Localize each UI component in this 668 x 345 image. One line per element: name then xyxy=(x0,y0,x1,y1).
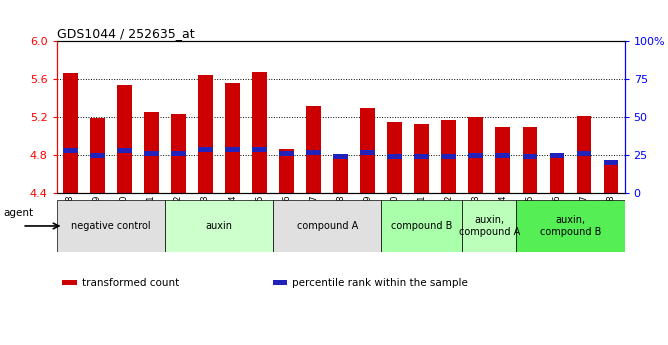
Bar xyxy=(604,162,619,193)
Bar xyxy=(522,127,537,193)
Text: compound B: compound B xyxy=(391,221,452,231)
Bar xyxy=(117,148,132,153)
Bar xyxy=(225,83,240,193)
Bar xyxy=(306,150,321,155)
Text: auxin,
compound B: auxin, compound B xyxy=(540,215,601,237)
Bar xyxy=(198,75,213,193)
Bar xyxy=(333,156,348,193)
Bar xyxy=(381,200,462,252)
Bar xyxy=(225,147,240,151)
Bar xyxy=(306,106,321,193)
Bar xyxy=(550,157,564,193)
Text: percentile rank within the sample: percentile rank within the sample xyxy=(293,278,468,288)
Bar xyxy=(63,73,77,193)
Bar xyxy=(198,147,213,151)
Bar xyxy=(442,155,456,159)
Text: compound A: compound A xyxy=(297,221,358,231)
Text: agent: agent xyxy=(3,208,33,218)
Text: auxin,
compound A: auxin, compound A xyxy=(459,215,520,237)
Bar xyxy=(576,116,591,193)
Bar xyxy=(273,200,381,252)
Bar xyxy=(414,124,430,193)
Bar xyxy=(387,155,402,159)
Bar xyxy=(171,114,186,193)
Bar xyxy=(144,112,159,193)
Bar xyxy=(360,150,375,155)
Bar xyxy=(252,147,267,151)
Bar xyxy=(63,148,77,153)
Bar xyxy=(468,117,484,193)
Bar xyxy=(90,153,105,158)
Text: transformed count: transformed count xyxy=(82,278,180,288)
Text: GDS1044 / 252635_at: GDS1044 / 252635_at xyxy=(57,27,194,40)
Bar xyxy=(273,280,287,285)
Bar xyxy=(462,200,516,252)
Bar xyxy=(117,85,132,193)
Bar xyxy=(57,200,165,252)
Bar xyxy=(516,200,625,252)
Bar xyxy=(171,151,186,156)
Bar xyxy=(90,118,105,193)
Bar xyxy=(414,155,430,159)
Bar xyxy=(442,120,456,193)
Bar xyxy=(279,149,294,193)
Bar xyxy=(468,153,484,158)
Bar xyxy=(387,122,402,193)
Bar xyxy=(333,155,348,159)
Bar xyxy=(165,200,273,252)
Bar xyxy=(522,155,537,159)
Bar xyxy=(604,160,619,165)
Bar xyxy=(576,151,591,156)
Bar xyxy=(550,153,564,158)
Bar xyxy=(496,127,510,193)
Bar xyxy=(252,72,267,193)
Bar xyxy=(144,151,159,156)
Text: negative control: negative control xyxy=(71,221,151,231)
Bar xyxy=(496,153,510,158)
Bar xyxy=(63,280,77,285)
Bar xyxy=(360,108,375,193)
Bar xyxy=(279,151,294,156)
Text: auxin: auxin xyxy=(206,221,232,231)
